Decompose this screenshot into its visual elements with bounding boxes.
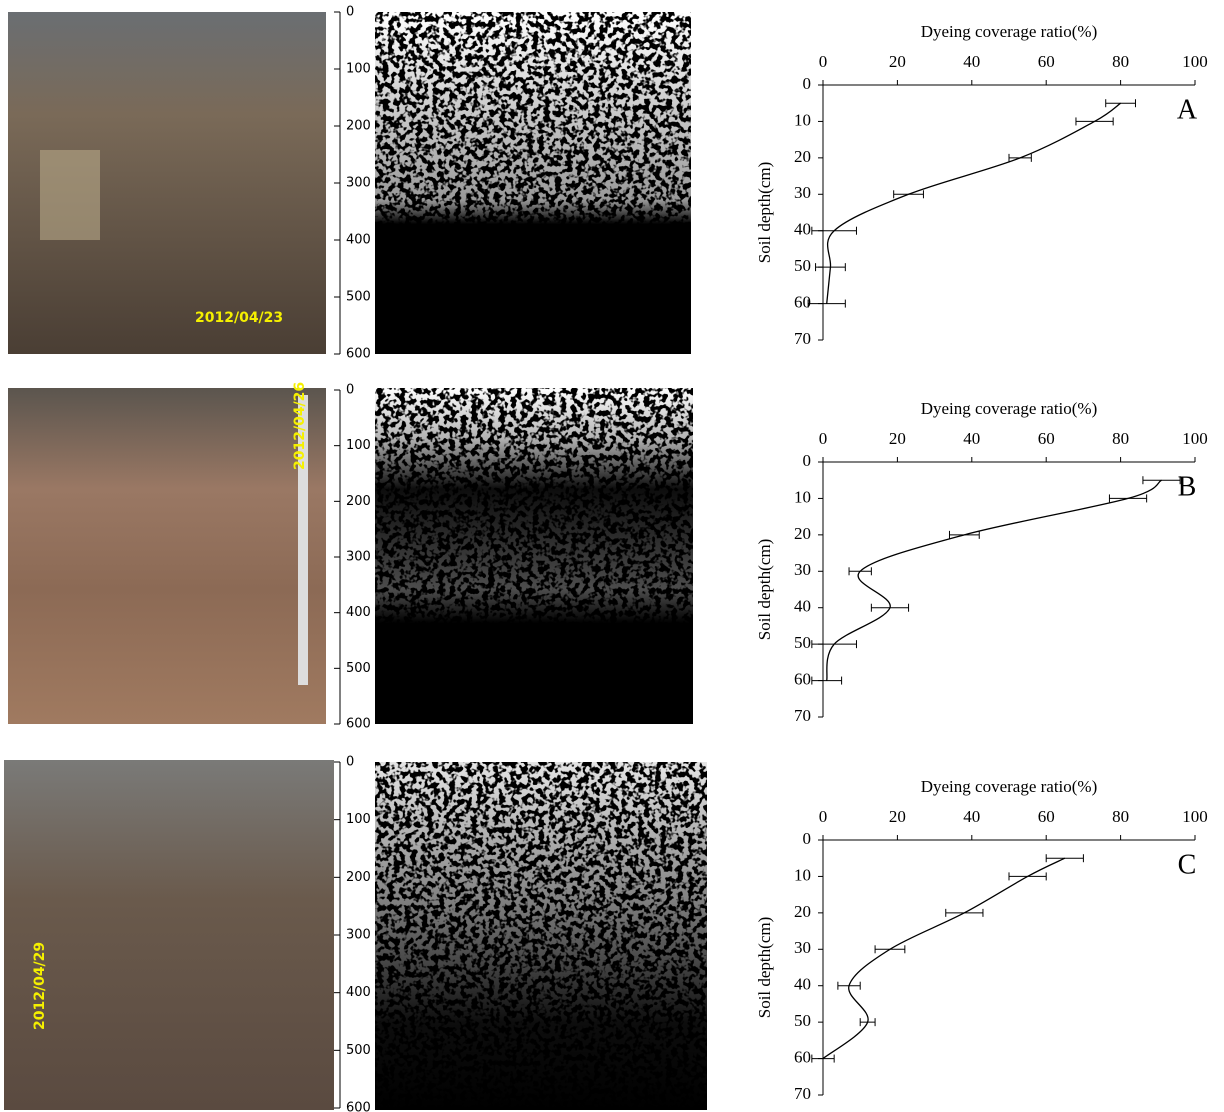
ruler-label: 500 (346, 1043, 371, 1058)
x-tick-label: 40 (963, 52, 980, 71)
error-bar (1106, 99, 1136, 107)
x-tick-label: 100 (1182, 807, 1208, 826)
error-bar (875, 945, 905, 953)
y-tick-label: 50 (794, 256, 811, 275)
x-tick-label: 60 (1038, 52, 1055, 71)
photo-a (8, 12, 326, 354)
page: 01002003004005006002012/04/2301002003004… (0, 0, 1224, 1112)
y-tick-label: 20 (794, 524, 811, 543)
dye-c (375, 762, 707, 1110)
y-tick-label: 0 (803, 829, 812, 848)
ruler-label: 600 (346, 347, 371, 362)
photo-date: 2012/04/29 (32, 942, 48, 1030)
y-tick-label: 10 (794, 865, 811, 884)
y-tick-label: 30 (794, 938, 811, 957)
error-bar (1076, 117, 1113, 125)
photo-date: 2012/04/26 (292, 382, 308, 470)
annotation: A (1177, 94, 1198, 125)
x-tick-label: 0 (819, 807, 828, 826)
y-tick-label: 70 (794, 329, 811, 348)
dye-b (375, 388, 693, 724)
y-tick-label: 30 (794, 560, 811, 579)
error-bar (1046, 854, 1083, 862)
ruler-label: 100 (346, 438, 371, 453)
photo-date: 2012/04/23 (195, 310, 283, 326)
photo-c (4, 760, 334, 1110)
y-tick-label: 30 (794, 183, 811, 202)
x-tick-label: 0 (819, 429, 828, 448)
x-tick-label: 60 (1038, 807, 1055, 826)
ruler-label: 400 (346, 985, 371, 1000)
y-tick-label: 70 (794, 1084, 811, 1103)
y-tick-label: 0 (803, 451, 812, 470)
ruler-label: 500 (346, 290, 371, 305)
y-axis-label: Soil depth(cm) (755, 917, 774, 1019)
ruler-label: 0 (346, 383, 354, 398)
x-tick-label: 20 (889, 807, 906, 826)
y-tick-label: 70 (794, 706, 811, 725)
error-bar (1009, 872, 1046, 880)
y-tick-label: 60 (794, 669, 811, 688)
y-tick-label: 10 (794, 110, 811, 129)
x-tick-label: 40 (963, 429, 980, 448)
y-tick-label: 20 (794, 902, 811, 921)
photo-b (8, 388, 326, 724)
y-tick-label: 10 (794, 487, 811, 506)
y-tick-label: 50 (794, 633, 811, 652)
ruler-label: 200 (346, 870, 371, 885)
x-tick-label: 60 (1038, 429, 1055, 448)
data-line (827, 480, 1162, 680)
x-tick-label: 20 (889, 429, 906, 448)
ruler-label: 400 (346, 605, 371, 620)
y-tick-label: 40 (794, 597, 811, 616)
x-tick-label: 100 (1182, 429, 1208, 448)
error-bar (894, 190, 924, 198)
ruler-label: 200 (346, 119, 371, 134)
x-tick-label: 80 (1112, 429, 1129, 448)
error-bar (946, 909, 983, 917)
x-tick-label: 80 (1112, 807, 1129, 826)
chart-title: Dyeing coverage ratio(%) (921, 399, 1098, 418)
y-axis-label: Soil depth(cm) (755, 162, 774, 264)
y-tick-label: 40 (794, 220, 811, 239)
ruler-label: 0 (346, 755, 354, 770)
x-tick-label: 20 (889, 52, 906, 71)
ruler-label: 300 (346, 176, 371, 191)
ruler-label: 100 (346, 812, 371, 827)
ruler-label: 0 (346, 5, 354, 20)
x-tick-label: 80 (1112, 52, 1129, 71)
ruler-label: 100 (346, 62, 371, 77)
annotation: C (1178, 849, 1197, 880)
x-tick-label: 0 (819, 52, 828, 71)
ruler-label: 400 (346, 233, 371, 248)
annotation: B (1178, 471, 1197, 502)
error-bar (812, 227, 857, 235)
y-tick-label: 60 (794, 1047, 811, 1066)
y-tick-label: 40 (794, 975, 811, 994)
y-axis-label: Soil depth(cm) (755, 539, 774, 641)
error-bar (849, 567, 871, 575)
ruler-label: 500 (346, 661, 371, 676)
chart-title: Dyeing coverage ratio(%) (921, 22, 1098, 41)
dye-a (375, 12, 691, 354)
error-bar (1143, 476, 1180, 484)
x-tick-label: 40 (963, 807, 980, 826)
ruler-label: 200 (346, 494, 371, 509)
error-bar (812, 640, 857, 648)
data-line (827, 103, 1121, 303)
ruler-label: 600 (346, 1101, 371, 1112)
y-tick-label: 20 (794, 147, 811, 166)
ruler-label: 300 (346, 928, 371, 943)
data-line (823, 858, 1065, 1058)
ruler-label: 600 (346, 717, 371, 732)
y-tick-label: 50 (794, 1011, 811, 1030)
ruler-label: 300 (346, 550, 371, 565)
x-tick-label: 100 (1182, 52, 1208, 71)
figure: 01002003004005006002012/04/2301002003004… (0, 0, 1224, 1112)
chart-title: Dyeing coverage ratio(%) (921, 777, 1098, 796)
y-tick-label: 0 (803, 74, 812, 93)
